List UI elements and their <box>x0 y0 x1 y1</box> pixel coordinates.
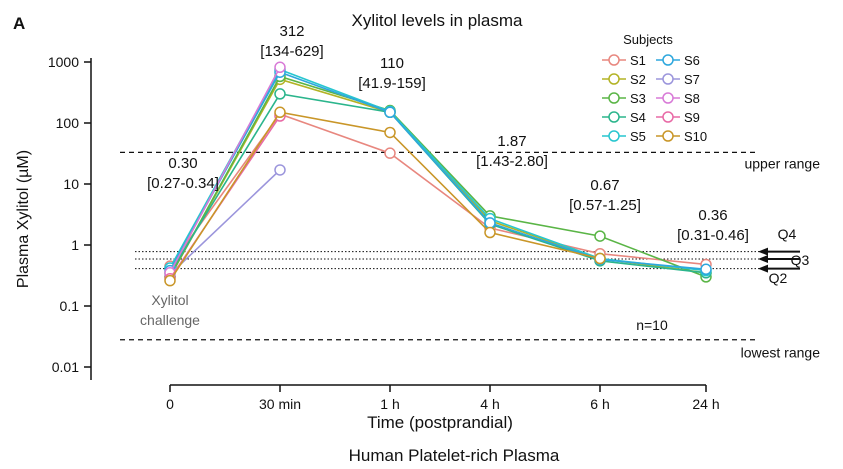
median-range-label: [0.31-0.46] <box>677 227 749 244</box>
quartile-arrowhead-q3 <box>758 254 768 263</box>
median-value-label: 110 <box>380 55 404 72</box>
y-tick-label: 0.01 <box>52 359 79 375</box>
series-group <box>164 61 712 287</box>
legend-label-s7: S7 <box>684 72 700 87</box>
legend-swatch-marker-s4 <box>608 111 620 123</box>
legend-swatch-marker-s10 <box>662 130 674 142</box>
x-tick-label: 6 h <box>590 396 609 412</box>
legend-swatch-marker-s1 <box>608 54 620 66</box>
figure-caption: Human Platelet-rich Plasma <box>349 446 560 465</box>
median-value-label: 1.87 <box>497 133 526 150</box>
chart-title: Xylitol levels in plasma <box>351 11 523 30</box>
series-line-s1 <box>169 113 707 267</box>
legend-label-s1: S1 <box>630 53 646 68</box>
n-label: n=10 <box>636 317 668 333</box>
y-tick-label: 1000 <box>48 54 79 70</box>
series-line-s3 <box>169 75 707 278</box>
series-line-s10 <box>169 111 601 282</box>
median-range-label: [0.57-1.25] <box>569 197 641 214</box>
x-tick-label: 4 h <box>480 396 499 412</box>
legend-swatch-marker-s3 <box>608 92 620 104</box>
x-tick-label: 24 h <box>692 396 719 412</box>
legend-swatch-marker-s8 <box>662 92 674 104</box>
legend-swatch-marker-s6 <box>662 54 674 66</box>
legend: S1 S2 S3 S4 S5 S6 S7 S8 S9 S10 <box>602 53 707 144</box>
quartile-arrowhead-q4 <box>758 247 768 256</box>
data-point-s10 <box>594 252 606 265</box>
median-value-label: 0.30 <box>168 155 197 172</box>
quartile-label-q2: Q2 <box>769 270 788 286</box>
axes: 1000 100 10 1 0.1 0.01 0 30 min 1 h 4 h 6 h 24 h <box>48 54 720 412</box>
data-point-s8 <box>274 61 286 74</box>
legend-label-s9: S9 <box>684 110 700 125</box>
reference-label-lowest-range: lowest range <box>741 345 821 361</box>
data-point-s10 <box>484 226 496 239</box>
x-tick-label: 30 min <box>259 396 301 412</box>
data-point-s4 <box>274 88 286 100</box>
median-range-label: [1.43-2.80] <box>476 153 548 170</box>
data-point-s6 <box>700 263 712 276</box>
legend-label-s10: S10 <box>684 129 707 144</box>
median-range-label: [41.9-159] <box>358 75 426 92</box>
y-tick-label: 1 <box>71 237 79 253</box>
legend-swatch-marker-s5 <box>608 130 620 142</box>
median-range-label: [0.27-0.34] <box>147 175 219 192</box>
legend-label-s8: S8 <box>684 91 700 106</box>
legend-label-s5: S5 <box>630 129 646 144</box>
annotations: 0.30 [0.27-0.34] 312 [134-629] 110 [41.9-159]… <box>147 23 749 244</box>
challenge-label-line1: Xylitol <box>151 292 188 308</box>
reference-label-upper-range: upper range <box>744 155 820 171</box>
x-axis-label: Time (postprandial) <box>367 413 513 432</box>
quartile-label-q4: Q4 <box>778 226 797 242</box>
legend-title: Subjects <box>623 32 673 47</box>
panel-letter: A <box>13 14 25 33</box>
series-line-s2 <box>169 78 707 278</box>
legend-label-s6: S6 <box>684 53 700 68</box>
y-axis-label: Plasma Xylitol (µM) <box>15 150 32 288</box>
data-point-s3 <box>594 230 606 242</box>
legend-swatch-marker-s9 <box>662 111 674 123</box>
series-line-s6 <box>169 71 707 272</box>
legend-swatch-marker-s2 <box>608 73 620 85</box>
data-point-s7 <box>274 164 286 176</box>
series-line-s7 <box>169 169 281 275</box>
series-line-s8 <box>169 66 281 274</box>
data-point-s10 <box>274 106 286 119</box>
median-range-label: [134-629] <box>260 43 323 60</box>
series-line-s5 <box>169 68 707 272</box>
median-value-label: 0.36 <box>698 207 727 224</box>
data-point-s1 <box>384 147 396 159</box>
legend-label-s2: S2 <box>630 72 646 87</box>
legend-label-s4: S4 <box>630 110 646 125</box>
data-point-s6 <box>484 217 496 229</box>
y-tick-label: 10 <box>63 176 79 192</box>
x-tick-label: 1 h <box>380 396 399 412</box>
data-point-s6 <box>384 106 396 119</box>
legend-label-s3: S3 <box>630 91 646 106</box>
quartile-arrowhead-q2 <box>758 264 768 273</box>
x-tick-label: 0 <box>166 396 174 412</box>
data-point-s10 <box>384 126 396 139</box>
data-point-s10 <box>164 274 176 287</box>
challenge-label-line2: challenge <box>140 312 200 328</box>
median-value-label: 0.67 <box>590 177 619 194</box>
y-tick-label: 100 <box>56 115 80 131</box>
legend-swatch-marker-s7 <box>662 73 674 85</box>
quartile-label-q3: Q3 <box>791 252 810 268</box>
median-value-label: 312 <box>279 23 304 40</box>
y-tick-label: 0.1 <box>60 298 80 314</box>
